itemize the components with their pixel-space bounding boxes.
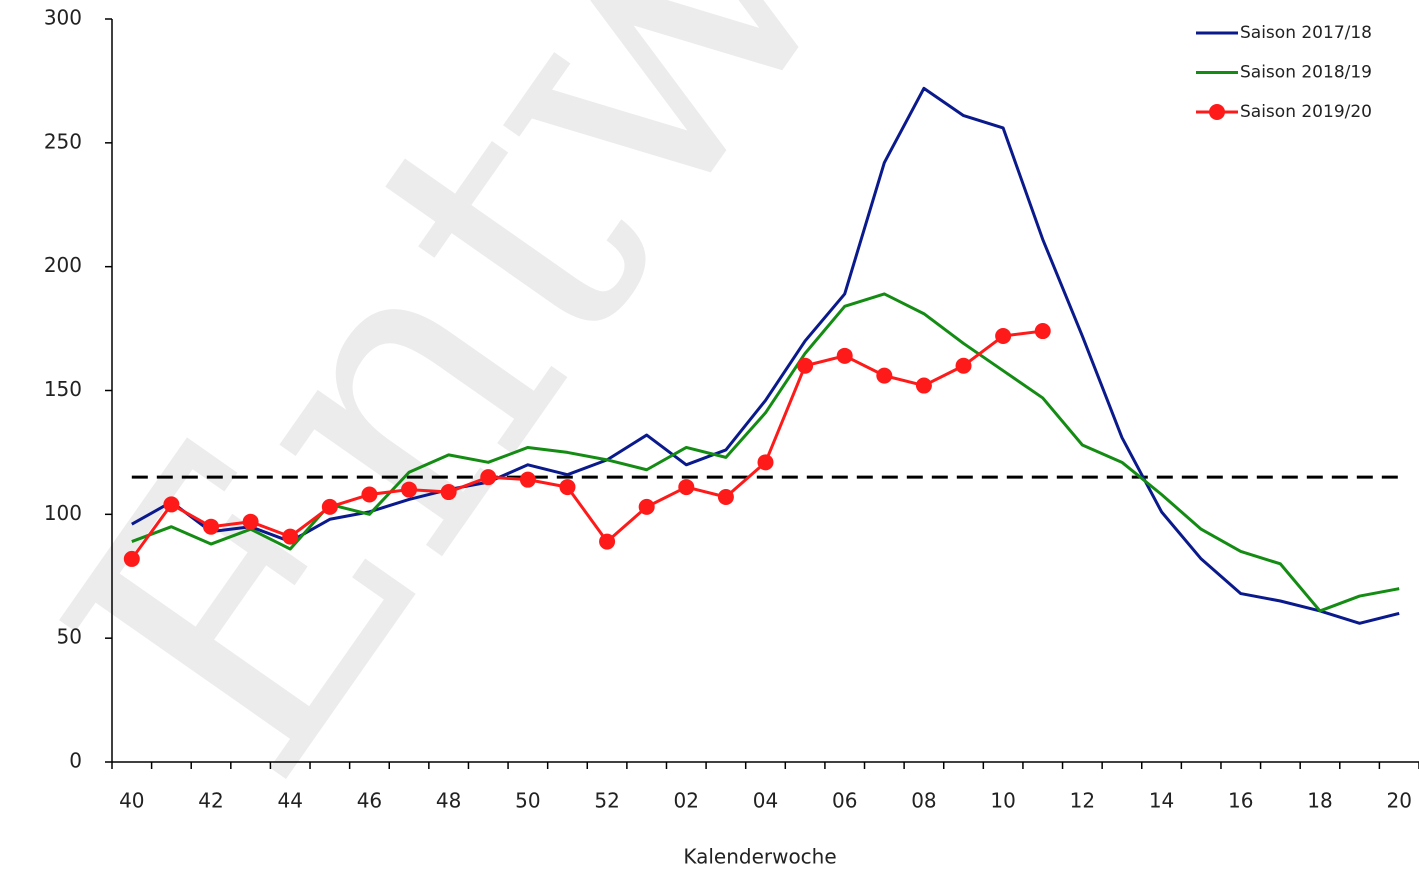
series-line — [131, 86, 1400, 625]
point — [440, 484, 457, 501]
legend-marker — [1209, 104, 1225, 120]
x-tick-label: 46 — [357, 789, 382, 813]
x-tick-label: 14 — [1149, 789, 1174, 813]
x-tick-label: 02 — [674, 789, 699, 813]
x-tick-label: 08 — [911, 789, 936, 813]
y-tick-label: 300 — [44, 6, 82, 30]
x-tick-label: 04 — [753, 789, 778, 813]
point — [480, 469, 497, 486]
point — [519, 471, 536, 488]
x-tick-label: 06 — [832, 789, 857, 813]
point — [955, 357, 972, 374]
legend-label: Saison 2017/18 — [1240, 23, 1372, 43]
point — [836, 347, 853, 364]
y-tick-label: 100 — [44, 501, 82, 525]
point — [599, 533, 616, 550]
point — [797, 357, 814, 374]
watermark: Entw — [0, 0, 921, 848]
x-tick-label: 40 — [119, 789, 144, 813]
point — [242, 513, 259, 530]
x-tick-label: 50 — [515, 789, 540, 813]
point — [282, 528, 299, 545]
point — [401, 481, 418, 498]
y-tick-label: 200 — [44, 253, 82, 277]
point — [876, 367, 893, 384]
point — [1034, 323, 1051, 340]
point — [321, 498, 338, 515]
x-tick-label: 44 — [278, 789, 303, 813]
y-tick-label: 0 — [69, 749, 82, 773]
point — [717, 488, 734, 505]
legend-label: Saison 2019/20 — [1240, 102, 1372, 122]
x-tick-label: 42 — [198, 789, 223, 813]
x-tick-label: 18 — [1307, 789, 1332, 813]
point — [678, 479, 695, 496]
y-tick-label: 250 — [44, 129, 82, 153]
x-tick-label: 52 — [594, 789, 619, 813]
x-tick-label: 10 — [990, 789, 1015, 813]
x-tick-label: 16 — [1228, 789, 1253, 813]
point — [163, 496, 180, 513]
point — [638, 498, 655, 515]
point — [757, 454, 774, 471]
x-tick-label: 48 — [436, 789, 461, 813]
point — [123, 550, 140, 567]
x-tick-label: 20 — [1386, 789, 1411, 813]
point — [361, 486, 378, 503]
point — [995, 328, 1012, 345]
point — [203, 518, 220, 535]
point — [559, 479, 576, 496]
x-axis-label: Kalenderwoche — [683, 845, 836, 869]
series-line — [131, 292, 1400, 613]
point — [915, 377, 932, 394]
y-tick-label: 50 — [57, 625, 82, 649]
x-tick-label: 12 — [1070, 789, 1095, 813]
legend-label: Saison 2018/19 — [1240, 63, 1372, 83]
y-tick-label: 150 — [44, 377, 82, 401]
